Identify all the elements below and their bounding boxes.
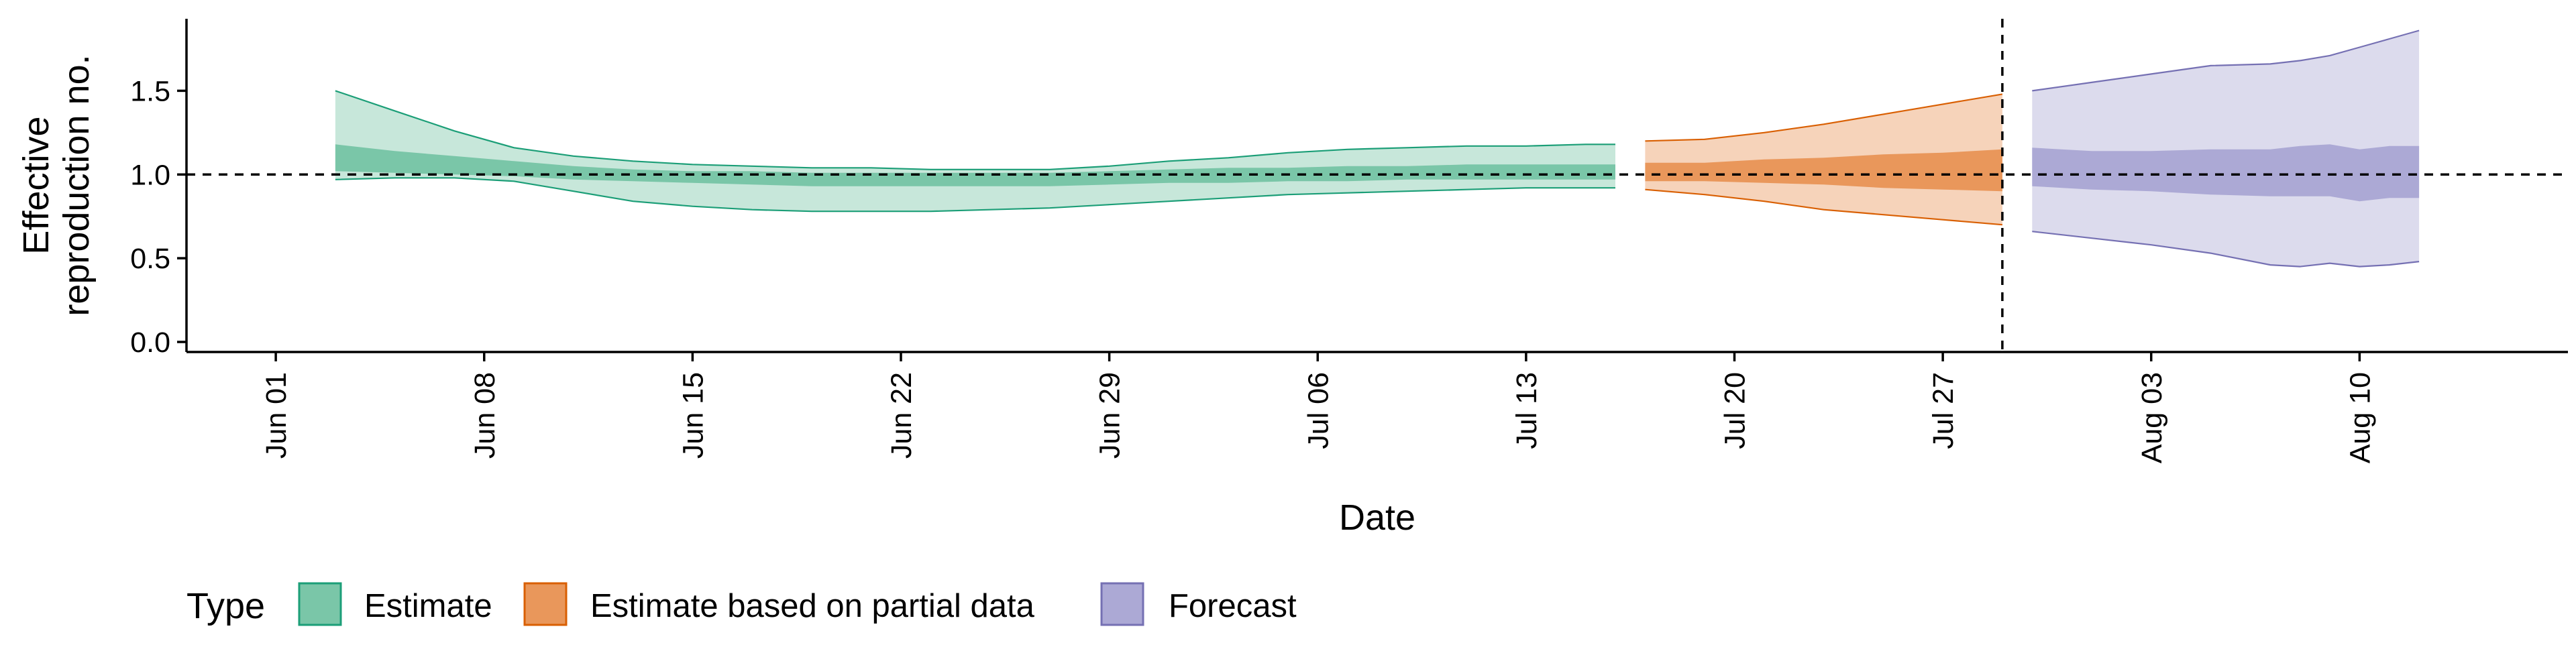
legend-label-3: Forecast <box>1169 588 1297 624</box>
bands-layer <box>335 30 2420 268</box>
x-tick-label: Aug 10 <box>2344 372 2376 463</box>
y-tick-label: 0.5 <box>130 243 170 275</box>
x-tick-label: Aug 03 <box>2136 372 2168 463</box>
estimate-inner-band <box>335 144 1615 186</box>
x-tick-label: Jun 15 <box>677 372 709 459</box>
partial-lower-edge <box>1645 188 2002 226</box>
legend-swatch-2 <box>523 582 568 626</box>
estimate-lower-edge <box>335 177 1615 213</box>
x-tick-label: Jun 29 <box>1094 372 1126 459</box>
y-tick-label: 1.5 <box>130 75 170 107</box>
x-axis-title: Date <box>1339 497 1415 538</box>
forecast-lower-edge <box>2032 231 2420 268</box>
axes-layer <box>177 19 2568 361</box>
forecast-upper-edge <box>2032 30 2420 92</box>
series-forecast <box>2032 30 2420 268</box>
legend-title: Type <box>186 586 265 626</box>
forecast-inner-band <box>2032 144 2420 202</box>
series-partial <box>1645 93 2003 226</box>
reference-lines-layer <box>186 19 2568 352</box>
y-axis-title: Effective reproduction no. <box>16 54 97 316</box>
y-axis-title-line-2: reproduction no. <box>56 54 97 316</box>
y-tick-label: 0.0 <box>130 327 170 359</box>
series-estimate <box>335 90 1615 213</box>
estimate-upper-edge <box>335 90 1615 170</box>
legend-label-1: Estimate <box>364 588 492 624</box>
x-tick-label: Jun 08 <box>469 372 501 459</box>
x-tick-label: Jun 01 <box>260 372 292 459</box>
partial-upper-edge <box>1645 93 2003 142</box>
forecast-outer-band <box>2032 30 2420 267</box>
text-layer: 0.0 0.5 1.0 1.5 Jun 01 Jun 08 Jun 15 Jun 22 Jun … <box>16 54 2376 538</box>
x-tick-label: Jul 20 <box>1719 372 1752 449</box>
x-tick-label: Jul 13 <box>1511 372 1543 449</box>
y-tick-label: 1.0 <box>130 159 170 191</box>
legend-label-2: Estimate based on partial data <box>590 588 1035 624</box>
estimate-outer-band <box>335 91 1615 212</box>
x-tick-label: Jul 27 <box>1927 372 1960 449</box>
y-axis-title-line-1: Effective <box>16 116 56 254</box>
legend: Type Estimate Estimate based on partial da… <box>186 582 1297 626</box>
legend-swatch-1 <box>298 582 342 626</box>
partial-inner-band <box>1645 149 2002 192</box>
x-tick-label: Jul 06 <box>1302 372 1334 449</box>
legend-swatch-3 <box>1100 582 1144 626</box>
x-tick-label: Jun 22 <box>885 372 918 459</box>
